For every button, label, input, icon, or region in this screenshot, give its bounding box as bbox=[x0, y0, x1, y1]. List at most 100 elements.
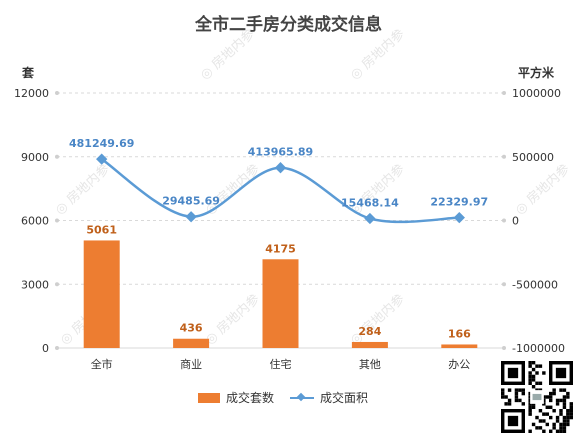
qr-module bbox=[562, 422, 567, 427]
qr-module bbox=[555, 419, 560, 423]
qr-module bbox=[521, 402, 525, 406]
qr-module bbox=[559, 429, 563, 433]
qr-module bbox=[562, 398, 567, 403]
qr-module bbox=[549, 405, 553, 409]
chart-title: 全市二手房分类成交信息 bbox=[195, 15, 382, 35]
line-point-1 bbox=[185, 211, 197, 223]
watermark-text-7: ◎ 房地内参 bbox=[202, 291, 263, 348]
qr-module bbox=[559, 398, 563, 403]
qr-module bbox=[514, 391, 519, 396]
qr-module bbox=[566, 409, 570, 413]
qr-module bbox=[535, 371, 539, 375]
legend-bar-label: 成交套数 bbox=[226, 391, 275, 405]
grid-dot-right-0 bbox=[502, 346, 506, 350]
qr-module bbox=[528, 412, 532, 416]
qr-module bbox=[538, 388, 543, 392]
qr-module bbox=[549, 391, 553, 396]
left-tick-label: 6000 bbox=[21, 215, 49, 228]
qr-module bbox=[562, 395, 567, 399]
qr-module bbox=[549, 415, 553, 420]
right-tick-label: -500000 bbox=[512, 278, 558, 291]
x-tick-label: 全市 bbox=[91, 357, 113, 371]
x-tick-label: 其他 bbox=[359, 358, 381, 371]
line-data-label: 22329.97 bbox=[430, 196, 488, 209]
bar-1 bbox=[173, 338, 210, 348]
qr-module bbox=[521, 388, 525, 392]
qr-module bbox=[514, 388, 519, 392]
qr-module bbox=[559, 388, 563, 392]
legend-item-line[interactable]: 成交面积 bbox=[290, 389, 368, 406]
qr-module bbox=[514, 398, 519, 403]
bar-data-label: 4175 bbox=[265, 242, 296, 255]
grid-dot-right-4 bbox=[502, 91, 506, 95]
grid-dot-right-2 bbox=[502, 218, 506, 223]
qr-module bbox=[566, 395, 570, 399]
qr-module bbox=[531, 374, 536, 379]
watermark-text-0: ◎ 房地内参 bbox=[197, 26, 258, 83]
line-point-2 bbox=[274, 162, 287, 174]
qr-module bbox=[566, 391, 570, 396]
qr-module bbox=[569, 405, 573, 409]
qr-module bbox=[552, 388, 556, 392]
qr-module bbox=[562, 429, 567, 433]
x-tick-label: 办公 bbox=[448, 358, 470, 371]
legend-item-bar[interactable]: 成交套数 bbox=[198, 389, 274, 406]
qr-module bbox=[507, 388, 512, 392]
qr-module bbox=[552, 426, 556, 430]
watermark-text-5: ◎ 房地内参 bbox=[512, 161, 573, 218]
qr-module bbox=[507, 402, 512, 406]
qr-module bbox=[531, 402, 536, 406]
bar-2 bbox=[262, 259, 299, 348]
qr-module bbox=[545, 405, 549, 409]
qr-module bbox=[562, 426, 567, 430]
qr-module bbox=[518, 398, 522, 403]
qr-module bbox=[531, 405, 536, 409]
qr-module bbox=[504, 402, 508, 406]
qr-module bbox=[528, 395, 532, 399]
x-tick-label: 住宅 bbox=[270, 357, 292, 371]
qr-finder-core-0 bbox=[507, 367, 519, 379]
right-axis-unit: 平方米 bbox=[518, 66, 555, 80]
qr-module bbox=[531, 422, 536, 427]
legend-line-swatch bbox=[290, 393, 314, 403]
left-tick-label: 0 bbox=[42, 342, 49, 355]
qr-module bbox=[562, 419, 567, 423]
bar-data-label: 436 bbox=[180, 322, 203, 335]
qr-logo-mark bbox=[532, 393, 542, 401]
qr-module bbox=[531, 378, 536, 382]
bar-data-label: 284 bbox=[358, 325, 381, 338]
qr-module bbox=[559, 426, 563, 430]
qr-module bbox=[555, 429, 560, 433]
qr-module bbox=[569, 402, 573, 406]
qr-module bbox=[504, 395, 508, 399]
qr-module bbox=[528, 381, 532, 385]
grid-dot-left-3 bbox=[55, 154, 59, 159]
qr-module bbox=[521, 391, 525, 396]
line-data-label: 481249.69 bbox=[69, 137, 134, 150]
qr-module bbox=[569, 412, 573, 416]
right-tick-label: -1000000 bbox=[512, 342, 565, 355]
qr-module bbox=[542, 402, 546, 406]
qr-module bbox=[562, 388, 567, 392]
qr-module bbox=[538, 364, 543, 368]
qr-module bbox=[566, 415, 570, 420]
qr-module bbox=[542, 412, 546, 416]
watermark-text-2: ◎ 房地内参 bbox=[52, 161, 113, 218]
qr-module bbox=[542, 371, 546, 375]
qr-module bbox=[528, 378, 532, 382]
qr-module bbox=[528, 391, 532, 396]
qr-module bbox=[501, 391, 505, 396]
qr-module bbox=[552, 391, 556, 396]
grid-dot-left-2 bbox=[55, 218, 59, 223]
line-data-label: 15468.14 bbox=[341, 197, 399, 210]
qr-module bbox=[528, 361, 532, 365]
bar-4 bbox=[441, 344, 478, 348]
qr-module bbox=[514, 395, 519, 399]
qr-module bbox=[535, 426, 539, 430]
bar-3 bbox=[351, 341, 388, 348]
bar-data-label: 5061 bbox=[86, 223, 117, 236]
qr-module bbox=[555, 398, 560, 403]
qr-module bbox=[535, 364, 539, 368]
qr-module bbox=[507, 398, 512, 403]
